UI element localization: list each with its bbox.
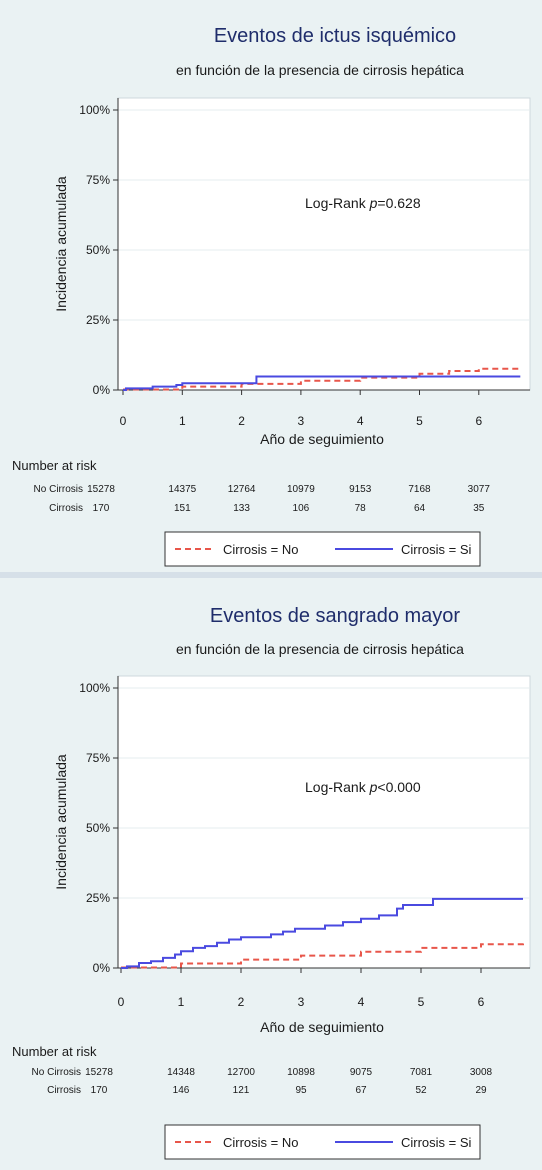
- y-tick-label: 100%: [79, 681, 110, 695]
- risk-row-label: Cirrosis: [49, 503, 83, 514]
- risk-value: 106: [293, 503, 310, 514]
- risk-value: 9075: [350, 1067, 373, 1078]
- risk-value: 170: [93, 503, 110, 514]
- risk-value: 10979: [287, 484, 315, 495]
- y-tick-label: 75%: [86, 173, 110, 187]
- risk-row-label: No Cirrosis: [34, 484, 83, 495]
- x-tick-label: 4: [357, 414, 364, 428]
- chart-title: Eventos de sangrado mayor: [210, 605, 460, 627]
- x-tick-label: 3: [298, 995, 305, 1009]
- y-tick-label: 75%: [86, 751, 110, 765]
- log-rank-value: <0.000: [377, 779, 420, 795]
- risk-value: 15278: [87, 484, 115, 495]
- x-tick-label: 5: [418, 995, 425, 1009]
- chart-subtitle: en función de la presencia de cirrosis h…: [176, 62, 464, 78]
- series-line-no-cirrosis: [123, 367, 522, 391]
- risk-value: 3077: [468, 484, 491, 495]
- chart-sangrado: Eventos de sangrado mayor en función de l…: [12, 605, 531, 1160]
- log-rank-value: =0.628: [377, 195, 420, 211]
- y-tick-label: 100%: [79, 103, 110, 117]
- legend-box: [164, 531, 481, 567]
- risk-value: 78: [355, 503, 367, 514]
- risk-value: 10898: [287, 1067, 315, 1078]
- risk-value: 64: [414, 503, 426, 514]
- y-tick-label: 25%: [86, 891, 110, 905]
- chart-subtitle: en función de la presencia de cirrosis h…: [176, 641, 464, 657]
- x-tick-label: 4: [358, 995, 365, 1009]
- x-tick-label: 2: [238, 995, 245, 1009]
- risk-value: 12764: [228, 484, 256, 495]
- risk-value: 151: [174, 503, 191, 514]
- y-tick-label: 25%: [86, 313, 110, 327]
- risk-value: 15278: [85, 1067, 113, 1078]
- risk-value: 7081: [410, 1067, 433, 1078]
- series-line-no-cirrosis: [121, 941, 524, 969]
- log-rank-annotation: Log-Rank p<0.000: [305, 779, 421, 795]
- log-rank-prefix: Log-Rank: [305, 779, 370, 795]
- x-axis-label: Año de seguimiento: [260, 431, 384, 447]
- risk-table-title: Number at risk: [12, 1044, 97, 1059]
- legend-label-cirrosis: Cirrosis = Si: [401, 1135, 472, 1150]
- x-tick-label: 2: [238, 414, 245, 428]
- log-rank-p: p: [369, 779, 378, 795]
- legend-label-cirrosis: Cirrosis = Si: [401, 542, 472, 557]
- risk-value: 170: [91, 1085, 108, 1096]
- x-tick-label: 1: [178, 995, 185, 1009]
- risk-value: 9153: [349, 484, 372, 495]
- x-tick-label: 6: [475, 414, 482, 428]
- plot-area: [117, 97, 531, 391]
- series-line-cirrosis: [123, 375, 521, 391]
- y-axis-label: Incidencia acumulada: [53, 754, 69, 890]
- risk-value: 12700: [227, 1067, 255, 1078]
- risk-row-label: No Cirrosis: [32, 1067, 81, 1078]
- y-axis-label: Incidencia acumulada: [53, 176, 69, 312]
- chart-panel-ictus: Eventos de ictus isquémico en función de …: [0, 0, 542, 572]
- x-axis-label: Año de seguimiento: [260, 1019, 384, 1035]
- x-tick-label: 6: [478, 995, 485, 1009]
- risk-table-title: Number at risk: [12, 458, 97, 473]
- risk-value: 14348: [167, 1067, 195, 1078]
- risk-value: 121: [233, 1085, 250, 1096]
- risk-row-label: Cirrosis: [47, 1085, 81, 1096]
- log-rank-prefix: Log-Rank: [305, 195, 370, 211]
- risk-value: 14375: [168, 484, 196, 495]
- plot-area: [117, 675, 531, 969]
- risk-value: 7168: [408, 484, 431, 495]
- risk-value: 29: [475, 1085, 487, 1096]
- series-line-cirrosis: [121, 897, 523, 969]
- log-rank-p: p: [369, 195, 378, 211]
- legend-label-no-cirrosis: Cirrosis = No: [223, 542, 299, 557]
- legend-label-no-cirrosis: Cirrosis = No: [223, 1135, 299, 1150]
- log-rank-annotation: Log-Rank p=0.628: [305, 195, 421, 211]
- x-tick-label: 3: [298, 414, 305, 428]
- y-tick-label: 0%: [93, 961, 111, 975]
- risk-value: 133: [233, 503, 250, 514]
- x-tick-label: 0: [118, 995, 125, 1009]
- y-tick-label: 0%: [93, 383, 111, 397]
- risk-value: 146: [173, 1085, 190, 1096]
- y-tick-label: 50%: [86, 243, 110, 257]
- risk-value: 3008: [470, 1067, 493, 1078]
- x-tick-label: 5: [416, 414, 423, 428]
- legend-box: [164, 1124, 481, 1160]
- y-tick-label: 50%: [86, 821, 110, 835]
- risk-value: 67: [355, 1085, 367, 1096]
- chart-panel-sangrado: Eventos de sangrado mayor en función de l…: [0, 578, 542, 1170]
- chart-ictus: Eventos de ictus isquémico en función de …: [12, 25, 531, 567]
- x-tick-label: 1: [179, 414, 186, 428]
- risk-value: 35: [473, 503, 485, 514]
- x-tick-label: 0: [120, 414, 127, 428]
- risk-value: 95: [295, 1085, 307, 1096]
- chart-title: Eventos de ictus isquémico: [214, 25, 456, 47]
- risk-value: 52: [415, 1085, 427, 1096]
